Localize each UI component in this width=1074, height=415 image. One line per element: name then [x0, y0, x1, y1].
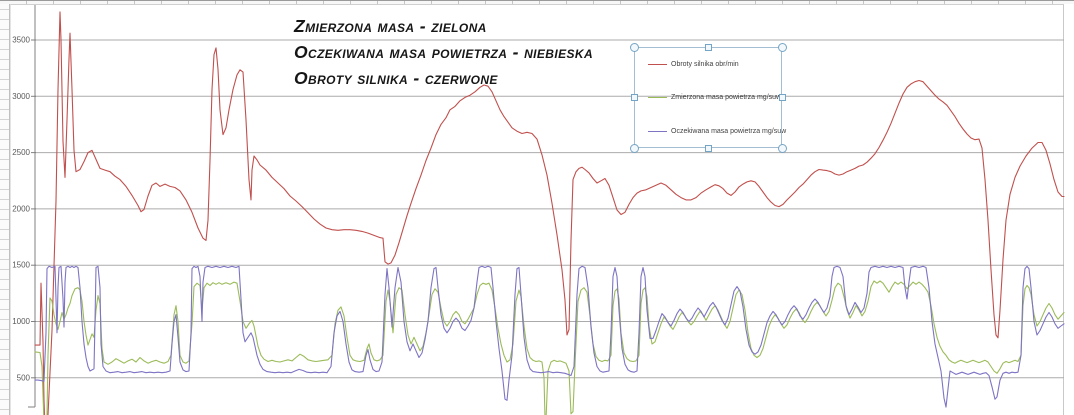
legend-marker-line	[648, 63, 667, 65]
y-axis-label: 1500	[12, 261, 30, 270]
spreadsheet-row-strip	[0, 0, 10, 415]
selection-handle-square[interactable]	[704, 144, 712, 152]
chart-title-line-2: Oczekiwana masa powietrza - niebieska	[294, 42, 594, 62]
selection-handle-circle[interactable]	[777, 42, 787, 52]
chart-title-line-3: Obroty silnika - czerwone	[294, 68, 498, 88]
legend-item-label: Obroty silnika obr/min	[671, 60, 739, 68]
legend-marker-line	[648, 130, 667, 132]
series-line-3[interactable]	[34, 265, 1065, 408]
y-axis-label: 3500	[12, 36, 30, 45]
chart-title-line-1: Zmierzona masa - zielona	[294, 16, 487, 36]
y-axis-label: 1000	[12, 317, 30, 326]
y-axis-label: 3000	[12, 92, 30, 101]
y-axis-label: 2000	[12, 204, 30, 213]
chart-legend[interactable]: Obroty silnika obr/min Zmierzona masa pow…	[634, 47, 786, 148]
selection-handle-circle[interactable]	[777, 143, 787, 153]
y-axis-label: 500	[17, 373, 31, 382]
selection-handle-square[interactable]	[778, 94, 786, 101]
legend-item-label: Zmierzona masa powietrza mg/suw	[671, 93, 782, 101]
y-axis-label: 2500	[12, 148, 30, 157]
legend-marker-line	[648, 96, 667, 98]
chart-object[interactable]	[10, 4, 1064, 415]
legend-item[interactable]: Oczekiwana masa powietrza mg/suw	[648, 126, 786, 136]
chart-title-block[interactable]: Zmierzona masa - zielona Oczekiwana masa…	[294, 13, 593, 91]
legend-item-label: Oczekiwana masa powietrza mg/suw	[671, 127, 787, 135]
legend-item[interactable]: Obroty silnika obr/min	[648, 59, 739, 69]
selection-handle-circle[interactable]	[629, 42, 639, 52]
selection-handle-square[interactable]	[704, 43, 712, 51]
selection-handle-circle[interactable]	[629, 143, 639, 153]
spreadsheet-column-strip	[0, 0, 1074, 4]
series-line-2[interactable]	[34, 280, 1065, 415]
selection-handle-square[interactable]	[630, 94, 638, 101]
legend-item[interactable]: Zmierzona masa powietrza mg/suw	[648, 92, 781, 102]
series-line-1[interactable]	[34, 11, 1065, 415]
